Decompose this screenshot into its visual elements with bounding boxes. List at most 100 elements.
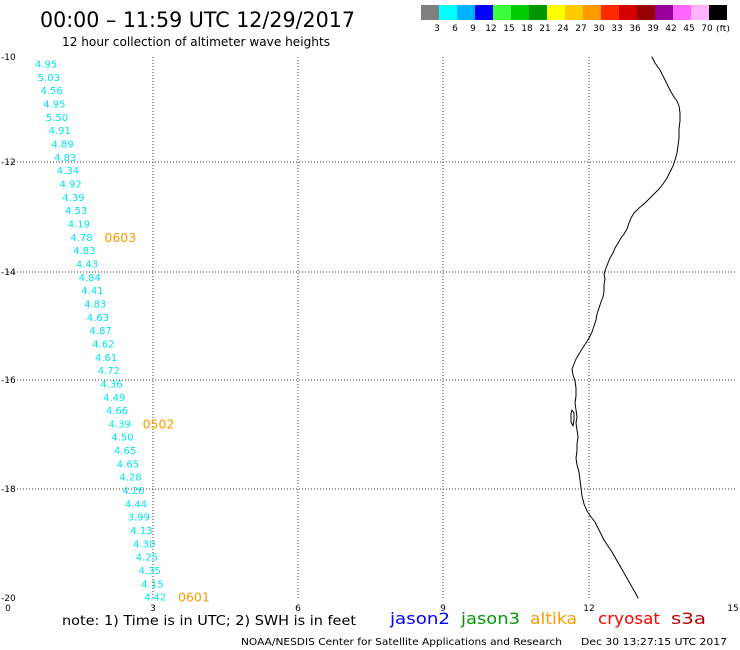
wave-height-label: 4.65 [114,446,136,457]
color-scale-label: 70 [701,24,713,34]
units-note: note: 1) Time is in UTC; 2) SWH is in fe… [62,614,356,629]
color-scale-swatch [583,5,601,20]
wave-height-track: 4.95 5.03 4.56 4.95 5.50 4.91 4.89 4.83 4.34 4.92… [35,60,210,605]
wave-height-label: 4.39 [62,193,84,204]
color-scale-swatch [457,5,475,20]
wave-height-label: 4.50 [111,433,133,444]
color-scale-swatch [493,5,511,20]
color-scale-swatch [565,5,583,20]
wave-height-label: 4.39 [109,419,131,430]
wave-height-label: 4.87 [90,326,112,337]
wave-height-label: 4.95 [35,60,57,71]
wave-height-label: 4.13 [130,526,152,537]
wave-height-label: 4.89 [51,140,73,151]
satellite-legend-item: jason2 [389,609,450,628]
y-axis-tick-label: -10 [1,53,16,63]
observation-time-label: 0601 [178,590,210,605]
x-axis-tick-label: 15 [727,604,738,614]
wave-height-label: 4.63 [87,313,109,324]
color-scale-swatch [691,5,709,20]
wave-height-label: 4.83 [84,299,106,310]
color-scale-swatch [439,5,457,20]
color-scale-label: 36 [629,24,641,34]
wave-height-label: 4.66 [106,406,128,417]
color-scale-label: 18 [521,24,533,34]
wave-height-label: 5.50 [46,113,68,124]
color-scale-swatch [529,5,547,20]
color-scale-swatch [655,5,673,20]
y-axis-tick-label: -18 [1,485,16,495]
color-scale-swatch [601,5,619,20]
page-subtitle: 12 hour collection of altimeter wave hei… [62,35,330,49]
wave-height-label: 5.03 [38,73,60,84]
satellite-legend-item: jason3 [460,609,520,628]
color-scale-label: 39 [647,24,659,34]
wave-height-label: 4.61 [95,353,117,364]
y-axis-tick-label: -12 [1,158,16,168]
wave-height-label: 4.25 [136,553,158,564]
x-axis-tick-label: 6 [295,604,301,614]
satellite-legend-item: altika [530,609,577,628]
map-plot-area: 4.95 5.03 4.56 4.95 5.50 4.91 4.89 4.83 4.34 4.92… [8,56,735,605]
wave-height-label: 4.91 [49,126,71,137]
x-axis-tick-label: 0 [5,604,11,614]
wave-height-label: 4.35 [139,566,161,577]
y-axis-tick-label: -14 [1,268,16,278]
coastline [571,56,681,599]
coastline-island [570,409,575,427]
color-scale-label: 6 [452,24,458,34]
wave-height-label: 4.15 [141,579,163,590]
color-scale-label: 27 [575,24,586,34]
wave-height-label: 4.92 [60,180,82,191]
observation-time-label: 0603 [104,230,136,245]
y-axis-tick-label: -20 [1,594,16,604]
credit-text: NOAA/NESDIS Center for Satellite Applica… [241,637,562,648]
color-scale-label: 15 [503,24,514,34]
wave-height-label: 4.34 [57,166,79,177]
wave-height-label: 4.72 [98,366,120,377]
wave-height-label: 4.43 [76,259,98,270]
color-scale-label: 12 [485,24,496,34]
page-title: 00:00 – 11:59 UTC 12/29/2017 [40,8,355,32]
generated-timestamp: Dec 30 13:27:15 UTC 2017 [581,637,727,648]
color-scale-swatch [673,5,691,20]
observation-time-label: 0502 [143,416,175,431]
color-scale-label: 30 [593,24,605,34]
wave-height-label: 4.42 [144,593,166,604]
wave-height-label: 4.30 [133,539,155,550]
graticule [8,57,735,598]
wave-height-label: 4.44 [125,499,147,510]
x-axis: 0 3 6 9 12 15 [5,604,739,614]
wave-height-label: 4.65 [117,459,139,470]
x-axis-tick-label: 3 [150,604,156,614]
wave-height-label: 4.26 [122,486,144,497]
color-scale-swatch [619,5,637,20]
wave-height-label: 4.19 [68,220,90,231]
x-axis-tick-label: 12 [583,604,594,614]
x-axis-tick-label: 9 [440,604,446,614]
satellite-legend-item: cryosat [598,609,660,628]
wave-height-label: 4.78 [70,233,92,244]
wave-height-label: 4.41 [81,286,103,297]
y-axis-tick-label: -16 [1,376,16,386]
color-scale-label: 42 [665,24,676,34]
color-scale-legend: 3 6 9 12 15 18 21 24 27 30 33 36 39 42 45 70 [421,5,727,34]
color-scale-label: 45 [683,24,694,34]
wave-height-label: 4.28 [120,473,142,484]
wave-height-label: 4.84 [79,273,101,284]
color-scale-label: 9 [470,24,476,34]
color-scale-swatch [637,5,655,20]
color-scale-label: 21 [539,24,550,34]
wave-height-label: 4.62 [92,339,114,350]
satellite-legend-item: s3a [671,609,706,628]
satellite-legend: jason2 jason3 altika cryosat s3a [389,609,706,628]
wave-height-label: 4.36 [100,379,122,390]
color-scale-label: 33 [611,24,622,34]
color-scale-label: 3 [434,24,440,34]
y-axis: -10 -12 -14 -16 -18 -20 [1,53,16,604]
color-scale-unit: (ft) [716,24,730,33]
color-scale-swatch [475,5,493,20]
color-scale-swatch [709,5,727,20]
